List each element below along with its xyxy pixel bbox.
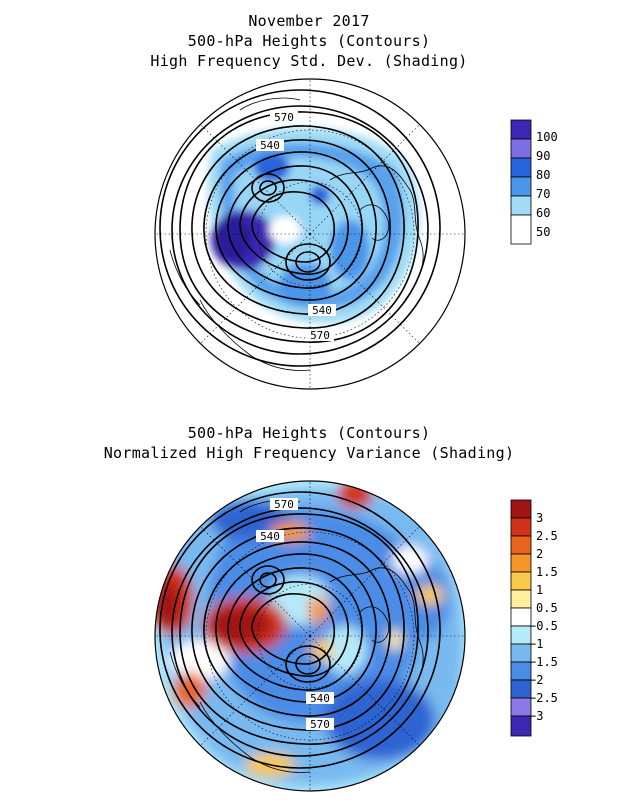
bottom-cbar-label-0-5: 0.5 — [536, 601, 558, 615]
top-height-contours — [159, 89, 441, 367]
bottom-cbar-label-neg-3: −3 — [529, 709, 544, 723]
bottom-cbar-label-neg-1: −1 — [529, 637, 544, 651]
top-cbar-label-100: 100 — [536, 130, 558, 144]
bottom-cbar-label-3: 3 — [536, 511, 544, 525]
top-title-contours: 500-hPa Heights (Contours) — [187, 32, 431, 50]
bottom-polar-map — [155, 481, 465, 791]
bottom-cbar-label-2: 2 — [536, 547, 544, 561]
top-title-date: November 2017 — [248, 12, 370, 30]
top-cbar-60 — [510, 195, 532, 216]
bottom-cbar-label-neg-2-5: −2.5 — [529, 691, 558, 705]
bottom-colorbar — [510, 499, 532, 737]
bottom-cbar-label-neg-2: −2 — [529, 673, 544, 687]
bottom-cbar-label-2-5: 2.5 — [536, 529, 558, 543]
top-contour-labels: 570 540 540 570 — [256, 111, 336, 342]
bottom-cbar-label-neg-1-5: −1.5 — [529, 655, 558, 669]
top-label-570-south: 570 — [310, 329, 330, 342]
top-label-570-north: 570 — [274, 111, 294, 124]
bottom-title-shading: Normalized High Frequency Variance (Shad… — [103, 444, 515, 462]
bottom-height-contours — [159, 491, 441, 769]
top-colorbar — [510, 119, 532, 245]
bottom-cbar-label-neg-0-5: −0.5 — [529, 619, 558, 633]
top-cbar-90 — [510, 138, 532, 159]
bottom-label-570-south: 570 — [310, 718, 330, 731]
bottom-label-540-north: 540 — [260, 530, 280, 543]
bottom-contour-labels: 570 540 540 570 — [256, 498, 334, 731]
bottom-cbar-label-1-5: 1.5 — [536, 565, 558, 579]
top-coastlines — [169, 97, 424, 371]
top-title-shading: High Frequency Std. Dev. (Shading) — [150, 52, 468, 70]
top-cbar-label-80: 80 — [536, 168, 551, 182]
top-cbar-50 — [510, 214, 532, 245]
top-polar-map — [155, 79, 465, 389]
top-cbar-100 — [510, 119, 532, 140]
top-cbar-label-90: 90 — [536, 149, 551, 163]
bottom-label-540-south: 540 — [310, 692, 330, 705]
top-cbar-label-70: 70 — [536, 187, 551, 201]
bottom-map-border — [154, 480, 466, 792]
bottom-label-570-north: 570 — [274, 498, 294, 511]
bottom-cbar-label-1: 1 — [536, 583, 544, 597]
top-label-540-north: 540 — [260, 139, 280, 152]
top-label-540-south: 540 — [312, 304, 332, 317]
top-cbar-70 — [510, 176, 532, 197]
top-cbar-label-50: 50 — [536, 225, 551, 239]
bottom-title-contours: 500-hPa Heights (Contours) — [187, 424, 431, 442]
top-map-border — [154, 78, 466, 390]
top-cbar-80 — [510, 157, 532, 178]
top-cbar-label-60: 60 — [536, 206, 551, 220]
